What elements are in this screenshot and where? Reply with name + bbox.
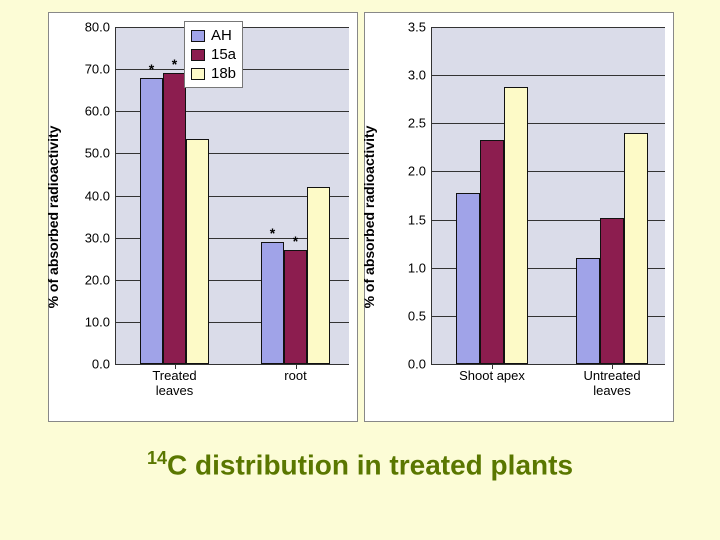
significance-star: * [293,233,298,249]
right-y-axis-label: % of absorbed radioactivity [361,126,377,309]
bar-15a [480,140,504,364]
bar-AH [456,193,480,364]
bar-AH: * [140,78,163,364]
bar-group: ** [261,187,330,364]
left-chart-panel: % of absorbed radioactivity 0.0 10.0 20.0 3… [48,12,358,422]
bar-15a: * [163,73,186,364]
x-category-label: root [241,364,350,383]
caption-superscript: 14 [147,448,167,468]
y-tick-label: 2.5 [408,116,432,131]
grid-line [432,75,665,76]
y-tick-label: 1.5 [408,212,432,227]
y-tick-label: 80.0 [85,20,116,35]
significance-star: * [172,56,177,72]
bar-18b [186,139,209,364]
bar-18b [504,87,528,364]
left-y-axis-label: % of absorbed radioactivity [45,126,61,309]
legend-label: 18b [211,65,236,82]
right-plot-area: 0.00.51.01.52.02.53.03.5Shoot apexUntrea… [431,27,665,365]
legend: AH 15a 18b [184,21,243,88]
legend-swatch [191,49,205,61]
charts-row: % of absorbed radioactivity 0.0 10.0 20.0 3… [48,12,674,422]
x-category-label: Treatedleaves [120,364,229,398]
legend-item-18b: 18b [191,64,236,83]
y-tick-label: 50.0 [85,146,116,161]
bar-group [456,87,528,364]
y-tick-label: 0.0 [408,357,432,372]
bar-group: ** [140,73,209,364]
legend-label: 15a [211,46,236,63]
bar-AH: * [261,242,284,364]
legend-swatch [191,30,205,42]
legend-label: AH [211,27,232,44]
y-tick-label: 2.0 [408,164,432,179]
y-tick-label: 70.0 [85,62,116,77]
bar-15a [600,218,624,364]
grid-line [432,27,665,28]
bar-AH [576,258,600,364]
legend-item-15a: 15a [191,45,236,64]
y-tick-label: 3.5 [408,20,432,35]
bar-18b [307,187,330,364]
y-tick-label: 0.5 [408,308,432,323]
legend-item-AH: AH [191,26,236,45]
significance-star: * [270,225,275,241]
x-category-label: Shoot apex [436,364,548,383]
y-tick-label: 10.0 [85,314,116,329]
y-tick-label: 3.0 [408,68,432,83]
right-chart-panel: % of absorbed radioactivity 0.00.51.01.5… [364,12,674,422]
caption: 14C distribution in treated plants [0,448,720,481]
y-tick-label: 1.0 [408,260,432,275]
legend-swatch [191,68,205,80]
y-tick-label: 30.0 [85,230,116,245]
caption-text: C distribution in treated plants [167,449,573,480]
bar-15a: * [284,250,307,364]
significance-star: * [149,61,154,77]
y-tick-label: 20.0 [85,272,116,287]
x-category-label: Untreatedleaves [556,364,668,398]
bar-18b [624,133,648,364]
bar-group [576,133,648,364]
y-tick-label: 60.0 [85,104,116,119]
y-tick-label: 40.0 [85,188,116,203]
y-tick-label: 0.0 [92,357,116,372]
